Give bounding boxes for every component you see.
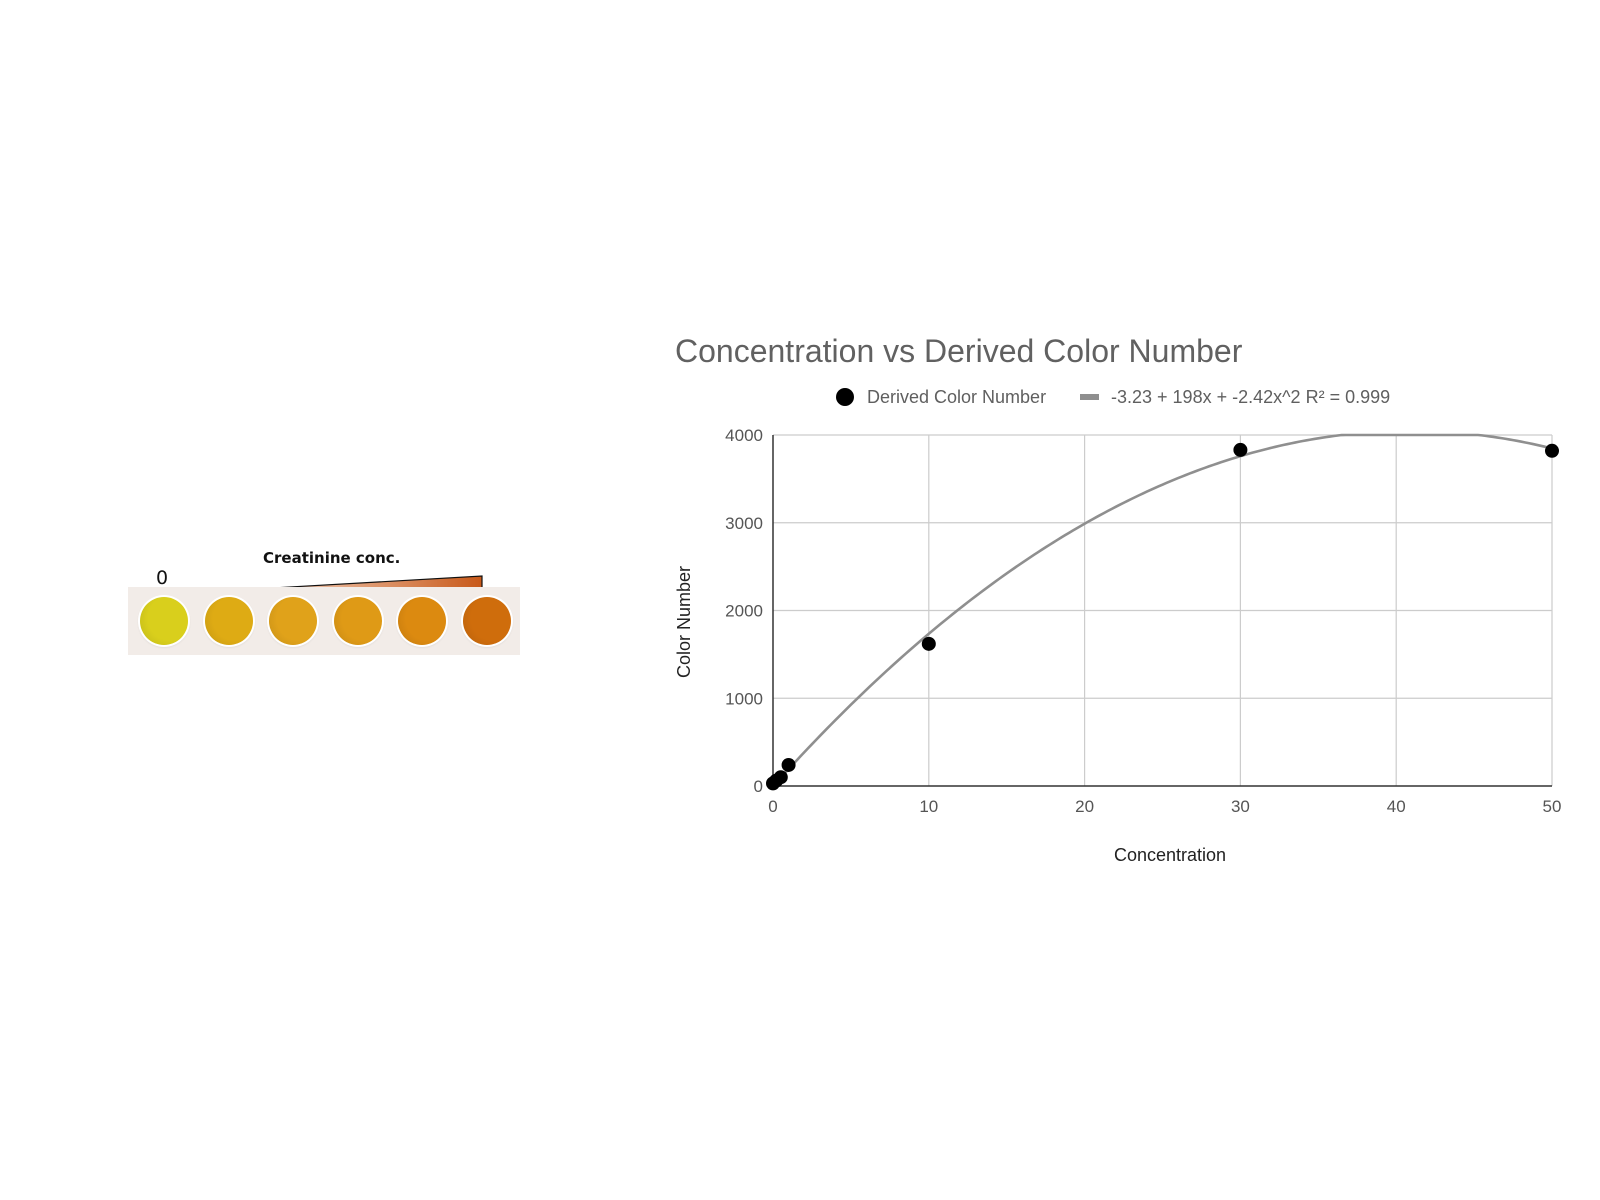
chart-title: Concentration vs Derived Color Number <box>675 333 1243 369</box>
x-tick-label: 20 <box>1075 797 1094 816</box>
creatinine-conc-label: Creatinine conc. <box>263 549 401 567</box>
legend-marker-trendline <box>1080 394 1099 400</box>
x-tick-label: 10 <box>919 797 938 816</box>
chart-legend: Derived Color Number -3.23 + 198x + -2.4… <box>836 387 1390 407</box>
y-tick-label: 1000 <box>725 689 763 708</box>
well-4 <box>333 597 382 645</box>
well-2 <box>204 597 253 645</box>
well-3 <box>269 597 317 645</box>
y-tick-label: 2000 <box>725 602 763 621</box>
legend-label-trendline: -3.23 + 198x + -2.42x^2 R² = 0.999 <box>1111 387 1390 407</box>
legend-label-derived: Derived Color Number <box>867 387 1046 407</box>
x-tick-label: 40 <box>1387 797 1406 816</box>
legend-marker-derived <box>836 388 854 406</box>
trendline <box>772 433 1553 787</box>
x-tick-label: 30 <box>1231 797 1250 816</box>
well-5 <box>398 597 446 645</box>
data-point <box>1545 443 1559 458</box>
data-point <box>773 770 788 785</box>
x-tick-label: 0 <box>768 797 777 816</box>
x-tick-label: 50 <box>1543 797 1562 816</box>
x-axis-title: Concentration <box>1114 845 1226 865</box>
y-tick-label: 3000 <box>725 514 763 533</box>
y-tick-label: 4000 <box>725 426 763 445</box>
zero-concentration-label: 0 <box>156 567 169 589</box>
y-tick-label: 0 <box>754 777 763 796</box>
color-strip-panel: 0 Creatinine conc. <box>128 545 520 655</box>
well-6 <box>462 597 511 645</box>
well-strip <box>128 587 520 655</box>
data-point <box>921 636 936 651</box>
data-point <box>1233 442 1248 457</box>
data-point <box>781 757 796 772</box>
y-axis-title: Color Number <box>674 566 694 678</box>
well-1 <box>140 597 188 645</box>
